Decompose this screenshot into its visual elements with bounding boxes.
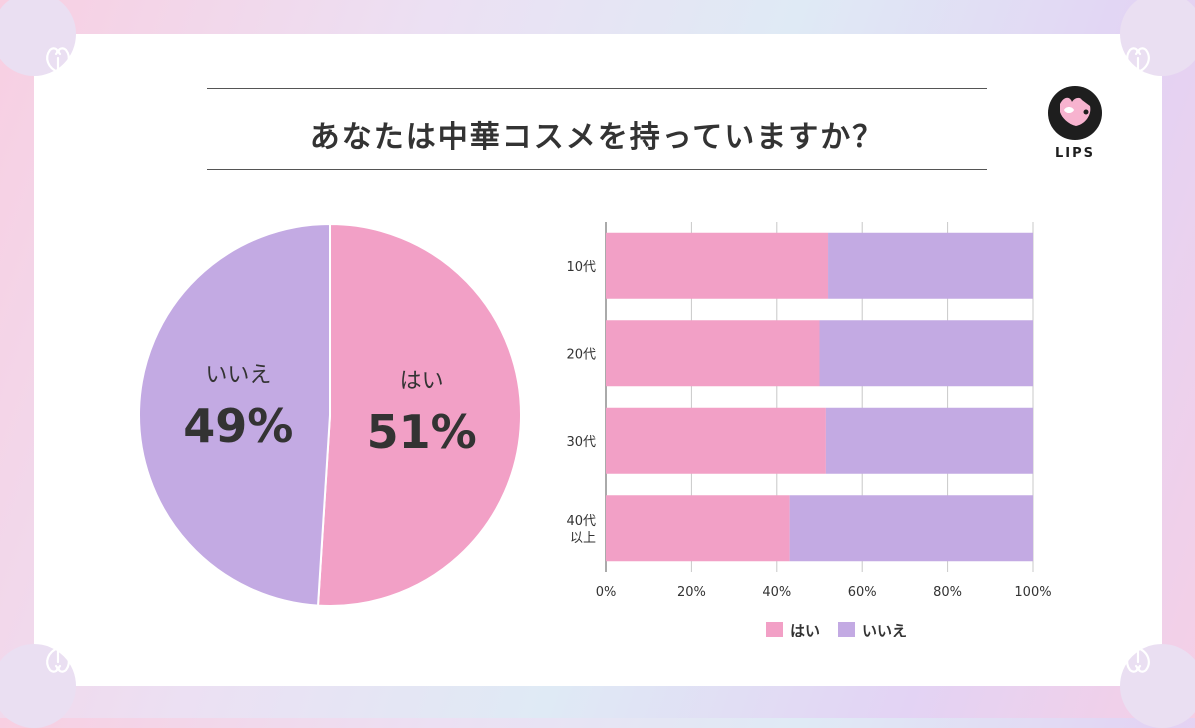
bar-segment-yes <box>606 407 826 474</box>
page-title: あなたは中華コスメを持っていますか？ <box>309 120 885 155</box>
legend-label: いいえ <box>862 622 907 637</box>
x-tick-label: 100% <box>1014 585 1051 600</box>
x-tick-label: 0% <box>596 585 617 600</box>
bar-segment-yes <box>606 232 829 299</box>
pie-label: はい <box>400 369 444 394</box>
pie-label: いいえ <box>205 363 271 388</box>
ornament-bottom-right <box>1120 644 1195 728</box>
ornament-bottom-left <box>0 644 76 728</box>
pie-slice-yes <box>316 222 522 607</box>
pie-value-label: 49% <box>183 399 293 453</box>
ornament-top-right <box>1120 0 1195 76</box>
pie-value-label: 51% <box>367 405 477 459</box>
bar-segment-no <box>789 495 1033 562</box>
category-label: 以上 <box>570 531 596 546</box>
x-tick-label: 20% <box>677 585 706 600</box>
title-rule-bottom <box>207 169 987 170</box>
category-label: 40代 <box>566 514 596 529</box>
pie-chart: はい 51% いいえ 49% <box>138 222 522 607</box>
bar-segment-no <box>825 407 1033 474</box>
legend-swatch-yes <box>766 622 783 637</box>
legend-swatch-no <box>838 622 855 637</box>
category-label: 20代 <box>566 347 596 362</box>
bar-segment-no <box>819 320 1033 387</box>
ornament-top-left <box>0 0 76 76</box>
bar-segment-yes <box>606 495 790 562</box>
bar-segment-yes <box>606 320 820 387</box>
x-tick-label: 40% <box>762 585 791 600</box>
bar-segment-no <box>828 232 1033 299</box>
category-label: 30代 <box>566 435 596 450</box>
title-rule-top <box>207 88 987 89</box>
logo-text: LIPS <box>1054 146 1095 161</box>
lips-logo <box>1048 86 1102 140</box>
category-label: 10代 <box>566 260 596 275</box>
x-tick-label: 60% <box>848 585 877 600</box>
legend-label: はい <box>790 622 820 637</box>
x-tick-label: 80% <box>933 585 962 600</box>
pie-slice-no <box>138 222 331 607</box>
